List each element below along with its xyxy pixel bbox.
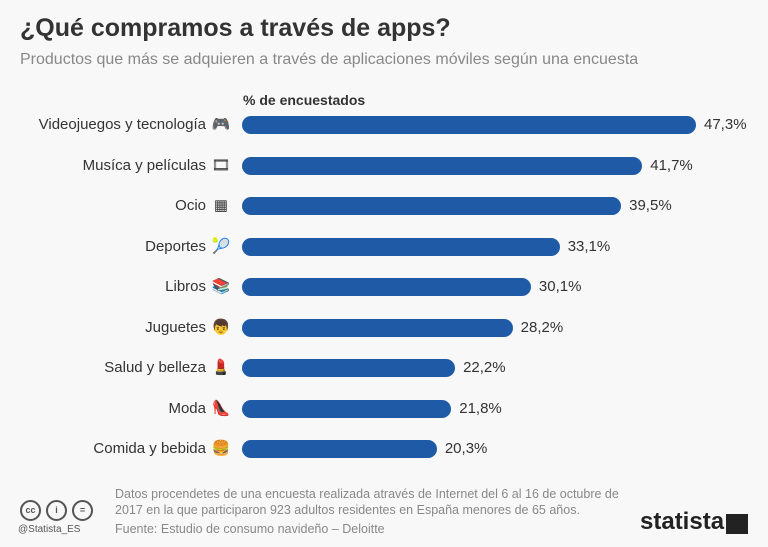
category-label: Comida y bebida (93, 440, 206, 457)
category-label: Libros (165, 278, 206, 295)
bar (242, 237, 560, 256)
food-icon: 🍔 (211, 440, 231, 457)
value-label: 21,8% (459, 399, 502, 417)
bar-row: Libros 📚 30,1% (0, 276, 768, 298)
bar-row: Salud y belleza 💄 22,2% (0, 357, 768, 379)
category-label: Salud y belleza (104, 359, 206, 376)
value-label: 41,7% (650, 156, 693, 174)
books-icon: 📚 (211, 278, 231, 295)
category-label: Ocio (175, 197, 206, 214)
bar-row: Deportes 🎾 33,1% (0, 236, 768, 258)
value-label: 22,2% (463, 359, 506, 376)
axis-label: % de encuestados (243, 92, 366, 108)
source: Fuente: Estudio de consumo navideño – De… (115, 522, 385, 536)
category-label: Deportes (145, 237, 206, 255)
value-label: 47,3% (704, 116, 747, 133)
footer-text: Datos procendetes de una encuesta realiz… (115, 486, 630, 537)
bar (242, 399, 452, 418)
chart-subtitle: Productos que más se adquieren a través … (20, 51, 639, 68)
bar-row: Juguetes 👦 28,2% (0, 317, 768, 339)
value-label: 33,1% (567, 237, 611, 255)
bar-row: Moda 👠 21,8% (0, 398, 768, 420)
attribution-icon: i (46, 500, 67, 521)
boy-icon: 👦 (211, 318, 231, 336)
bar (242, 318, 513, 337)
bar (242, 359, 456, 377)
value-label: 20,3% (444, 440, 488, 457)
bar (242, 197, 622, 215)
chart-title: ¿Qué compramos a través de apps? (20, 14, 451, 42)
value-label: 30,1% (538, 278, 582, 295)
category-label: Videojuegos y tecnología (38, 116, 206, 133)
value-label: 28,2% (520, 318, 564, 336)
category-label: Musíca y películas (82, 156, 206, 174)
bar-row: Ocio ▦ 39,5% (0, 195, 768, 217)
film-icon: 🎞 (211, 156, 231, 174)
bar-row: Musíca y películas 🎞 41,7% (0, 155, 768, 177)
bar-row: Videojuegos y tecnología 🎮 47,3% (0, 114, 768, 136)
bar-row: Comida y bebida 🍔 20,3% (0, 438, 768, 460)
statista-logo: statista (640, 508, 725, 535)
no-derivatives-icon: = (72, 500, 93, 521)
cc-icon: cc (20, 500, 41, 521)
footer-note: Datos procendetes de una encuesta realiz… (115, 487, 619, 517)
tennis-racket-icon: 🎾 (211, 237, 231, 255)
category-label: Moda (168, 399, 206, 417)
bar (242, 440, 437, 458)
bar (242, 278, 531, 296)
games-icon: ▦ (213, 197, 229, 214)
cosmetics-icon: 💄 (211, 359, 231, 376)
high-heel-icon: 👠 (211, 399, 231, 417)
bar (242, 116, 696, 134)
gamepad-icon: 🎮 (211, 116, 231, 133)
statista-logo-mark (726, 514, 748, 534)
bar (242, 156, 643, 175)
twitter-handle: @Statista_ES (18, 524, 81, 535)
value-label: 39,5% (629, 197, 672, 214)
category-label: Juguetes (145, 318, 206, 336)
